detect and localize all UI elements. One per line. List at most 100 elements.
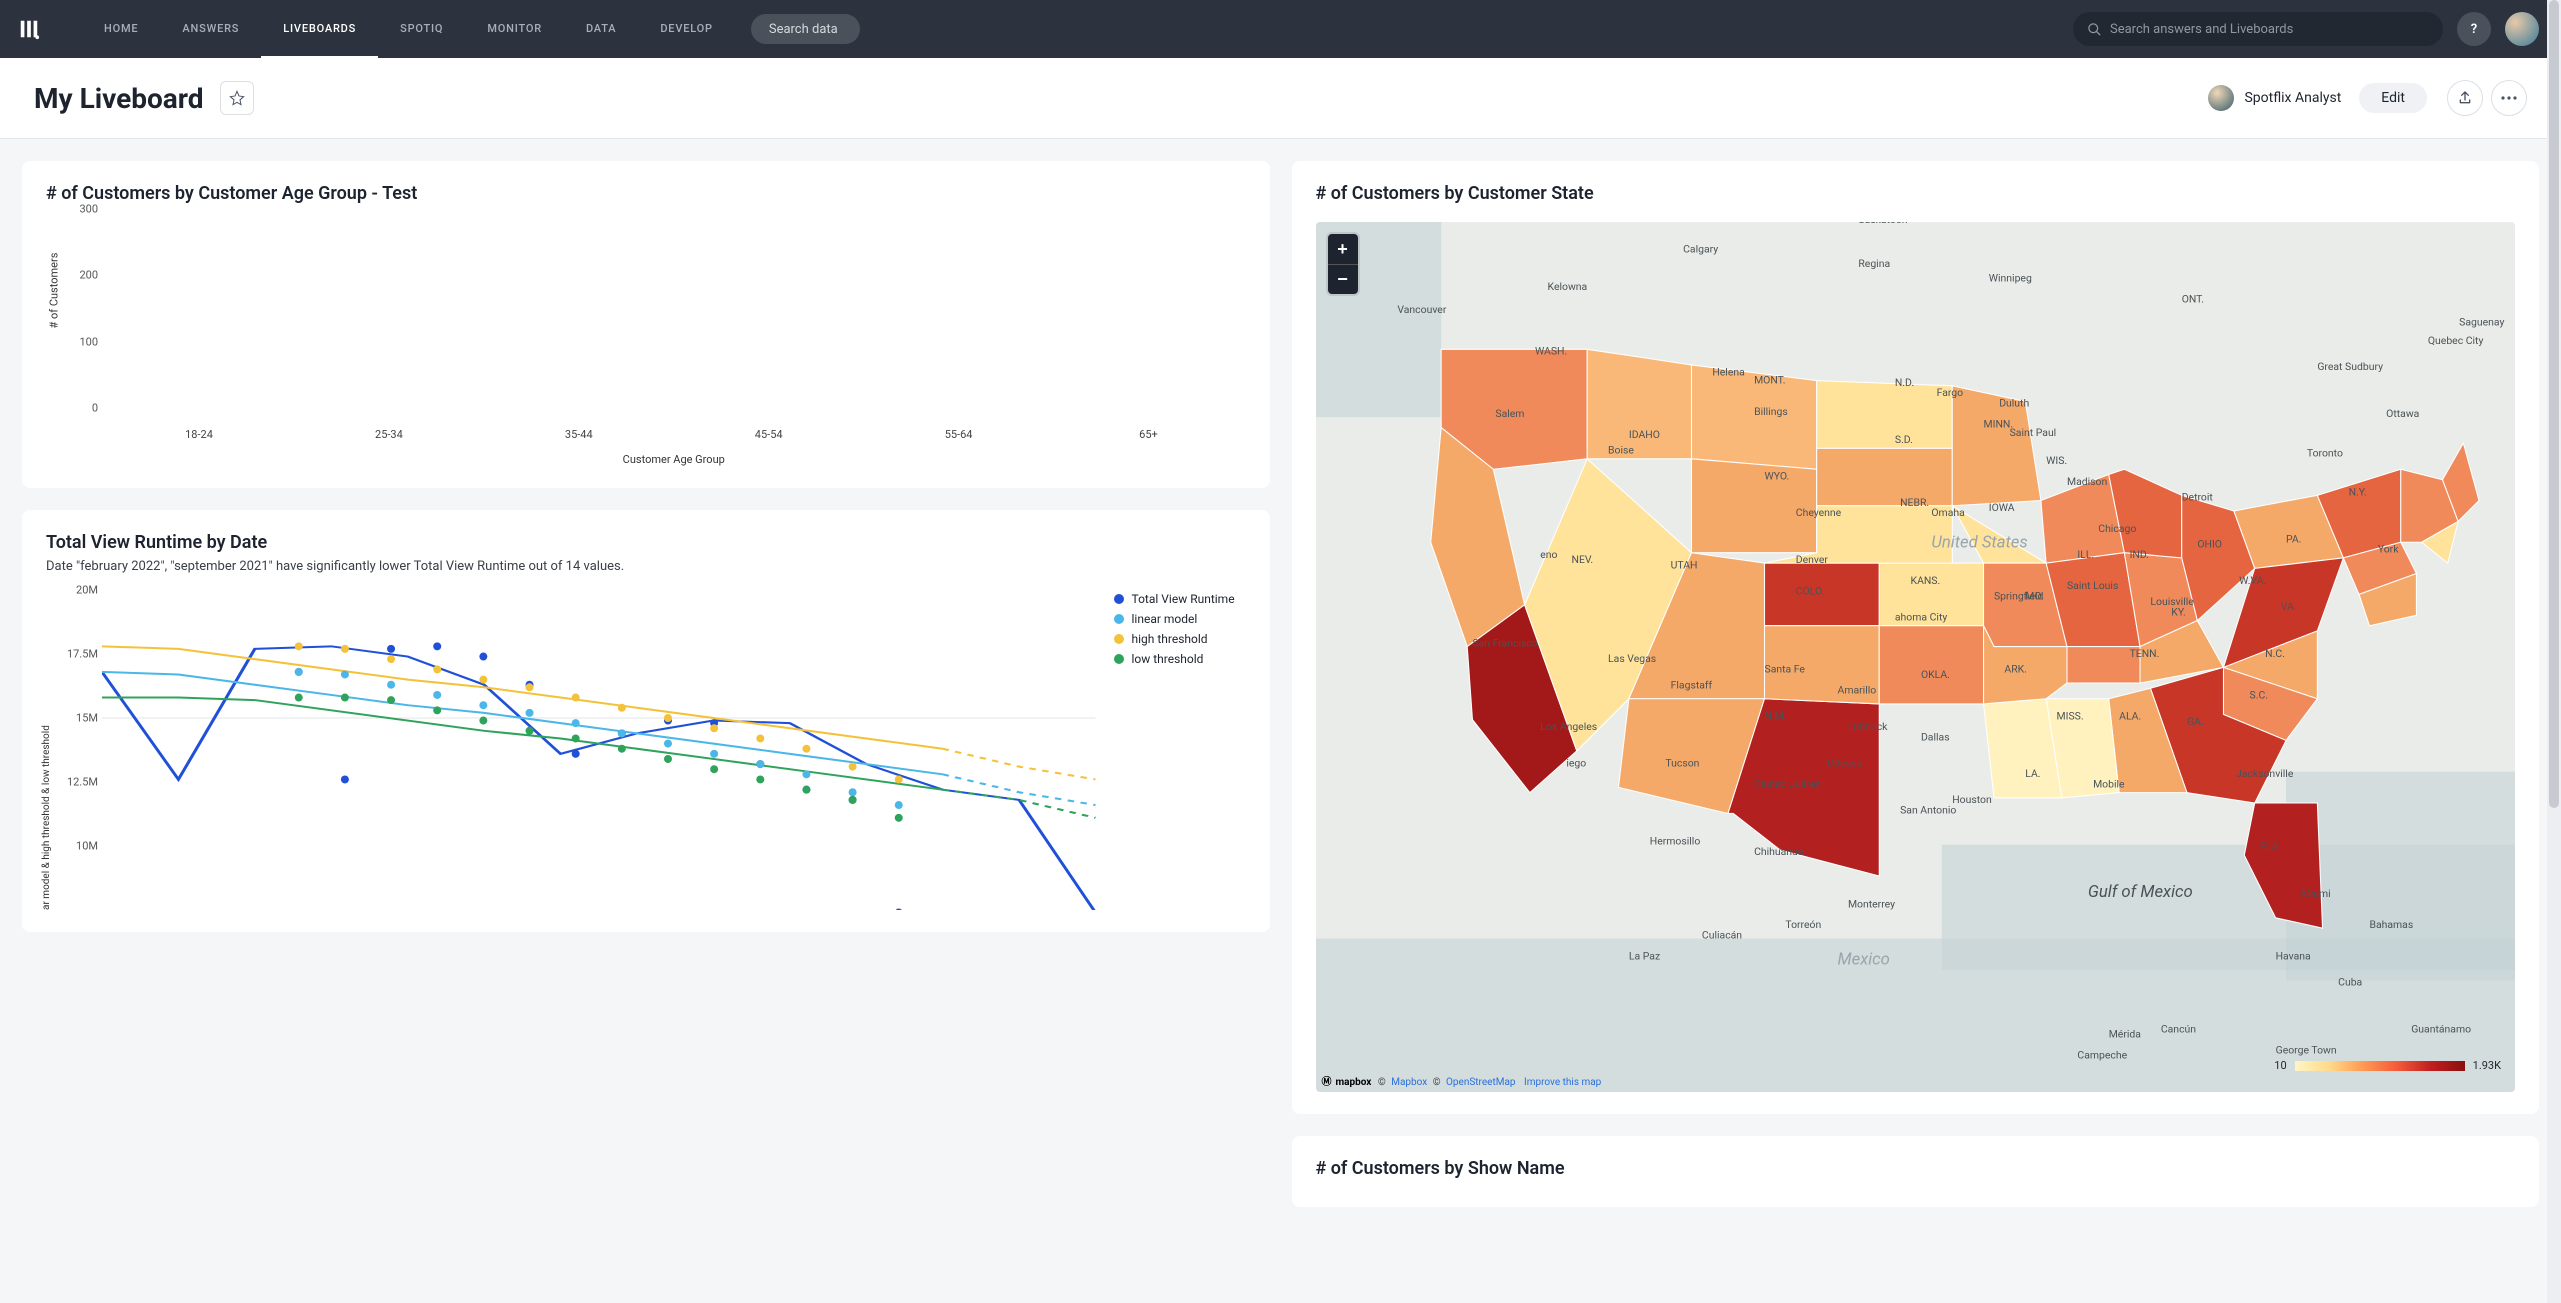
map-label: Las Vegas	[1608, 652, 1656, 665]
card-customers-by-show: # of Customers by Show Name	[1292, 1136, 2540, 1207]
mapbox-link[interactable]: Mapbox	[1391, 1077, 1427, 1088]
map-label: NEV.	[1571, 553, 1593, 566]
map-label: TENN.	[2129, 647, 2159, 660]
map-label: Cancún	[2160, 1022, 2195, 1035]
nav-link-home[interactable]: HOME	[82, 0, 160, 58]
map-label: WIS.	[2046, 454, 2067, 467]
state-region[interactable]	[1879, 626, 1983, 704]
help-label: ?	[2471, 22, 2477, 37]
scrollbar[interactable]	[2547, 0, 2561, 1303]
map-label: Amarillo	[1837, 684, 1876, 697]
map-label: Gulf of Mexico	[2087, 883, 2192, 902]
map-label: Vancouver	[1397, 303, 1446, 316]
share-button[interactable]	[2447, 80, 2483, 116]
map-label: Jacksonville	[2235, 767, 2293, 780]
map-label: Cuba	[2338, 976, 2362, 989]
global-search-input[interactable]: Search answers and Liveboards	[2073, 12, 2443, 46]
zoom-in-button[interactable]: +	[1328, 234, 1358, 264]
y-axis-label: ar model & high threshold & low threshol…	[41, 725, 52, 910]
card-title: # of Customers by Show Name	[1316, 1158, 2516, 1179]
map-label: Chihuahua	[1754, 845, 1804, 858]
map-label: Saint Louis	[2066, 579, 2117, 592]
y-tick: 15M	[76, 712, 98, 725]
map-label: George Town	[2275, 1043, 2336, 1056]
scrollbar-thumb[interactable]	[2549, 0, 2559, 808]
map-label: Boise	[1608, 444, 1634, 457]
favorite-button[interactable]	[220, 81, 254, 115]
improve-map-link[interactable]: Improve this map	[1524, 1077, 1601, 1088]
legend-dot	[1114, 654, 1124, 664]
card-runtime-by-date: Total View Runtime by Date Date "februar…	[22, 510, 1270, 932]
map-label: Calgary	[1683, 242, 1718, 255]
card-subtitle: Date "february 2022", "september 2021" h…	[46, 559, 1246, 574]
map-label: Saint Paul	[2009, 426, 2056, 439]
map-label: ILL.	[2077, 548, 2094, 561]
legend-label: low threshold	[1132, 652, 1204, 666]
map-label: Los Angeles	[1540, 720, 1597, 733]
map-label: OKLA.	[1920, 668, 1949, 681]
map-label: Cheyenne	[1795, 506, 1841, 519]
osm-link[interactable]: OpenStreetMap	[1446, 1077, 1516, 1088]
nav-link-data[interactable]: DATA	[564, 0, 638, 58]
map-label: United States	[1931, 533, 2027, 552]
star-icon	[229, 90, 245, 106]
y-tick: 12.5M	[67, 776, 98, 789]
more-button[interactable]	[2491, 80, 2527, 116]
map[interactable]: + − SaskatoonCalgaryReginaKelownaWinnipe…	[1316, 222, 2516, 1092]
nav-link-answers[interactable]: ANSWERS	[160, 0, 261, 58]
map-label: Winnipeg	[1988, 272, 2031, 285]
nav-links: HOMEANSWERSLIVEBOARDSSPOTIQMONITORDATADE…	[82, 0, 735, 58]
edit-button[interactable]: Edit	[2359, 83, 2427, 113]
map-label: Salem	[1495, 407, 1524, 420]
map-label: Dallas	[1920, 730, 1949, 743]
legend-item[interactable]: low threshold	[1114, 652, 1246, 666]
nav-link-develop[interactable]: DEVELOP	[638, 0, 735, 58]
map-label: OHIO	[2197, 537, 2222, 550]
nav-link-monitor[interactable]: MONITOR	[465, 0, 564, 58]
map-label: Mobile	[2093, 777, 2125, 790]
map-label: IND.	[2129, 548, 2148, 561]
map-label: Mérida	[2108, 1028, 2141, 1041]
map-label: ARK.	[2004, 663, 2027, 676]
map-label: Regina	[1858, 257, 1890, 270]
mapbox-logo-icon: Ⓜ	[1322, 1077, 1332, 1088]
zoom-out-button[interactable]: −	[1328, 264, 1358, 294]
map-label: Fargo	[1936, 386, 1963, 399]
map-label: IOWA	[1988, 501, 2014, 514]
help-button[interactable]: ?	[2457, 12, 2491, 46]
nav-link-liveboards[interactable]: LIVEBOARDS	[261, 0, 378, 58]
map-label: eno	[1540, 548, 1557, 561]
legend-label: linear model	[1132, 612, 1198, 626]
map-label: W.VA.	[2239, 574, 2266, 587]
map-label: Chicago	[2098, 522, 2136, 535]
map-label: FLA.	[2259, 840, 2280, 853]
map-zoom-controls: + −	[1328, 234, 1358, 294]
map-label: Billings	[1754, 405, 1788, 418]
x-axis-label: Customer Age Group	[102, 453, 1246, 466]
app-logo[interactable]	[14, 14, 44, 44]
top-nav: HOMEANSWERSLIVEBOARDSSPOTIQMONITORDATADE…	[0, 0, 2561, 58]
y-tick: 300	[79, 203, 98, 216]
card-title: # of Customers by Customer State	[1316, 183, 2516, 204]
map-label: ahoma City	[1894, 610, 1946, 623]
state-region[interactable]	[1816, 448, 1952, 505]
state-region[interactable]	[1587, 349, 1691, 459]
search-data-button[interactable]: Search data	[751, 14, 860, 44]
map-label: GA.	[2186, 715, 2203, 728]
bar-chart: # of Customers 0100200300 18-2425-3435-4…	[46, 222, 1246, 466]
user-avatar[interactable]	[2505, 12, 2539, 46]
legend-item[interactable]: high threshold	[1114, 632, 1246, 646]
map-label: Odessa	[1827, 757, 1862, 770]
state-region[interactable]	[1816, 381, 1952, 449]
map-legend: 10 1.93K	[2274, 1059, 2501, 1072]
nav-link-spotiq[interactable]: SPOTIQ	[378, 0, 465, 58]
legend-item[interactable]: linear model	[1114, 612, 1246, 626]
map-label: iego	[1566, 757, 1586, 770]
map-label: Miami	[2301, 887, 2330, 900]
map-label: Duluth	[1999, 397, 2029, 410]
map-label: PA.	[2286, 532, 2301, 545]
author-avatar	[2208, 85, 2234, 111]
legend-label: high threshold	[1132, 632, 1208, 646]
legend-item[interactable]: Total View Runtime	[1114, 592, 1246, 606]
legend-gradient	[2295, 1061, 2465, 1071]
